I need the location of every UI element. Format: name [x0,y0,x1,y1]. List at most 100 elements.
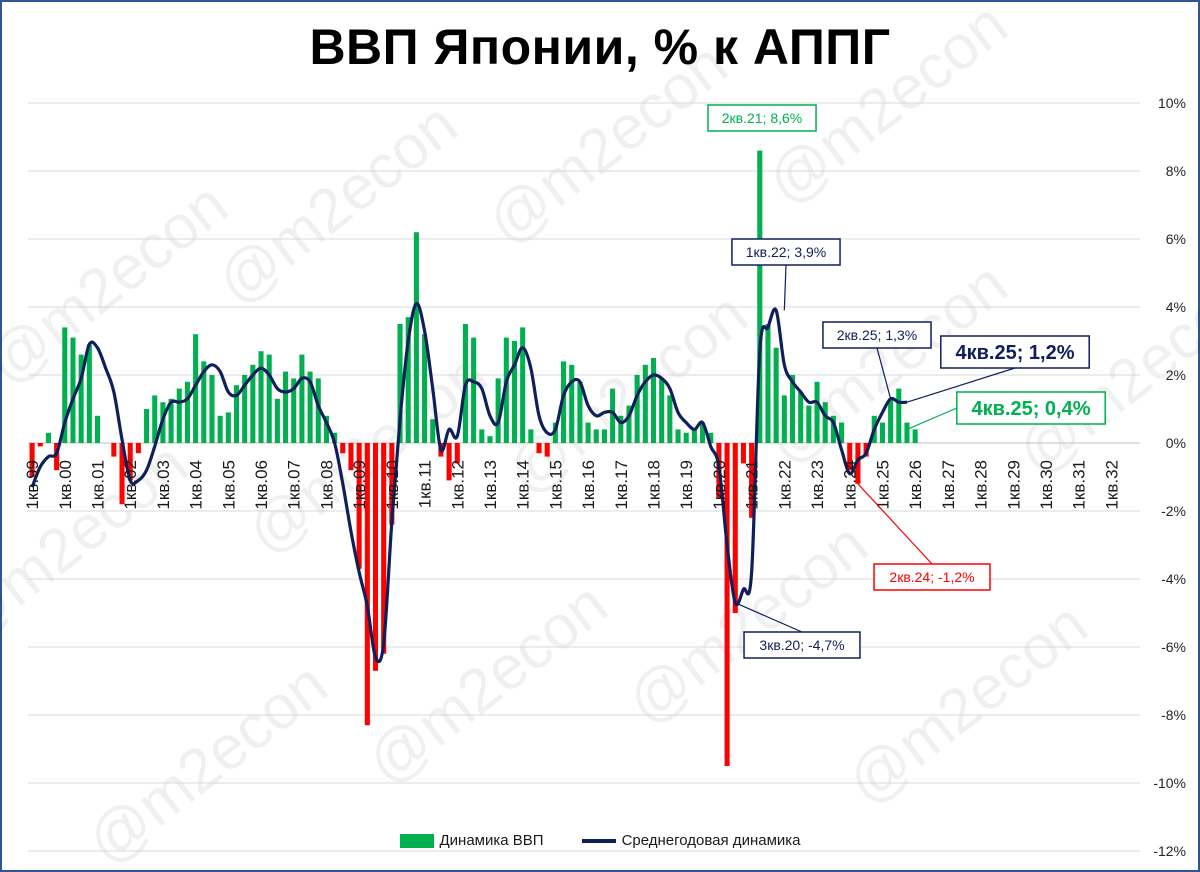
annotation-leader [857,483,933,565]
x-tick-label: 1кв.14 [514,460,533,510]
gdp-bar [144,409,150,443]
gdp-bar [798,392,804,443]
gdp-bar [536,443,542,454]
gdp-bar [806,405,812,443]
annotation-label: 2кв.24; -1,2% [889,569,974,585]
gdp-bar [495,378,501,443]
gdp-bar [250,364,256,443]
gdp-bar [503,337,509,443]
gdp-bar [405,317,411,443]
legend-line-label: Среднегодовая динамика [621,832,801,849]
annotation-box [707,104,817,132]
gdp-bar [340,443,346,454]
gdp-bar [127,443,133,481]
gdp-bar [683,432,689,443]
gdp-bar [389,443,395,525]
y-tick-label: 6% [1166,231,1186,247]
gdp-bar [70,337,76,443]
x-axis-ticks: 1кв.99 1кв.00 1кв.01 1кв.02 1кв.03 1кв.04 1кв.… [23,460,1121,510]
gdp-bar [830,415,836,443]
gdp-bar [569,364,575,443]
x-tick-label: 1кв.26 [906,460,925,510]
gdp-bar [749,443,755,518]
x-tick-label: 1кв.05 [219,460,238,510]
gdp-bar [888,398,894,443]
y-tick-label: -10% [1153,775,1186,791]
gdp-bar [732,443,738,613]
gdp-bar [765,324,771,443]
y-tick-label: -4% [1161,571,1186,587]
y-tick-label: -6% [1161,639,1186,655]
x-tick-label: 1кв.27 [939,460,958,510]
gdp-bar [561,361,567,443]
x-tick-label: 1кв.15 [546,460,565,510]
chart-title: ВВП Японии, % к АППГ [309,19,891,75]
y-tick-label: 2% [1166,367,1186,383]
gdp-bar [675,429,681,443]
gdp-bar [242,375,248,443]
gdp-bar [397,324,403,443]
gdp-bar [364,443,370,726]
annotation-label: 4кв.25; 0,4% [971,398,1090,420]
x-tick-label: 1кв.08 [317,460,336,510]
annotation-box [743,631,861,659]
gdp-bar [618,415,624,443]
gdp-bar [855,443,861,484]
gdp-bar [315,378,321,443]
gdp-bar [740,443,746,464]
gdp-bar [593,429,599,443]
gdp-bar [78,354,84,443]
gdp-bar [283,371,289,443]
gdp-bar [111,443,117,457]
gdp-bar [94,415,101,443]
gdp-bar [879,422,885,443]
annotation-box [822,321,932,349]
gdp-bar [323,415,329,443]
gdp-bar [29,443,35,477]
gdp-bar [773,347,779,443]
gdp-bar [839,422,845,443]
gdp-bar [650,358,657,443]
x-tick-label: 1кв.29 [1004,460,1023,510]
gdp-bar [781,395,787,443]
gdp-bar [348,443,354,471]
annotation-label: 4кв.25; 1,2% [955,342,1074,364]
gdp-bar [381,443,387,654]
watermark-text: @m2econ [204,89,470,318]
average-line [30,301,908,664]
average-line-path [30,301,908,664]
gdp-bar [454,443,460,464]
gdp-bar [544,443,550,457]
gdp-bar [700,422,706,443]
x-tick-label: 1кв.32 [1102,460,1121,510]
gdp-bar [54,443,60,471]
gdp-bar [511,341,518,443]
gdp-bar [62,327,68,443]
x-tick-label: 1кв.11 [416,460,435,508]
gdp-bar [45,432,51,443]
gdp-bar [814,381,820,443]
x-tick-label: 1кв.22 [775,460,794,510]
gdp-bar [356,443,362,569]
gdp-bar [422,334,428,443]
annotation-leader [783,264,787,311]
legend-bar-swatch [399,833,434,848]
x-tick-label: 1кв.13 [481,460,500,510]
x-tick-label: 1кв.10 [383,460,402,510]
gdp-bar [430,419,436,443]
gdp-bar [479,429,485,443]
x-tick-label: 1кв.31 [1070,460,1089,510]
x-tick-label: 1кв.06 [252,460,271,510]
gdp-bar [201,361,207,443]
gdp-bar [274,398,280,443]
legend-bars-label: Динамика ВВП [439,832,544,849]
y-tick-label: -12% [1153,843,1186,859]
x-tick-label: 1кв.99 [23,460,42,510]
legend-line-swatch [581,838,616,843]
annotation-leader [876,347,892,399]
gdp-bar [184,381,190,443]
watermark-text: @m2econ [474,29,740,258]
gdp-bar [634,375,640,443]
